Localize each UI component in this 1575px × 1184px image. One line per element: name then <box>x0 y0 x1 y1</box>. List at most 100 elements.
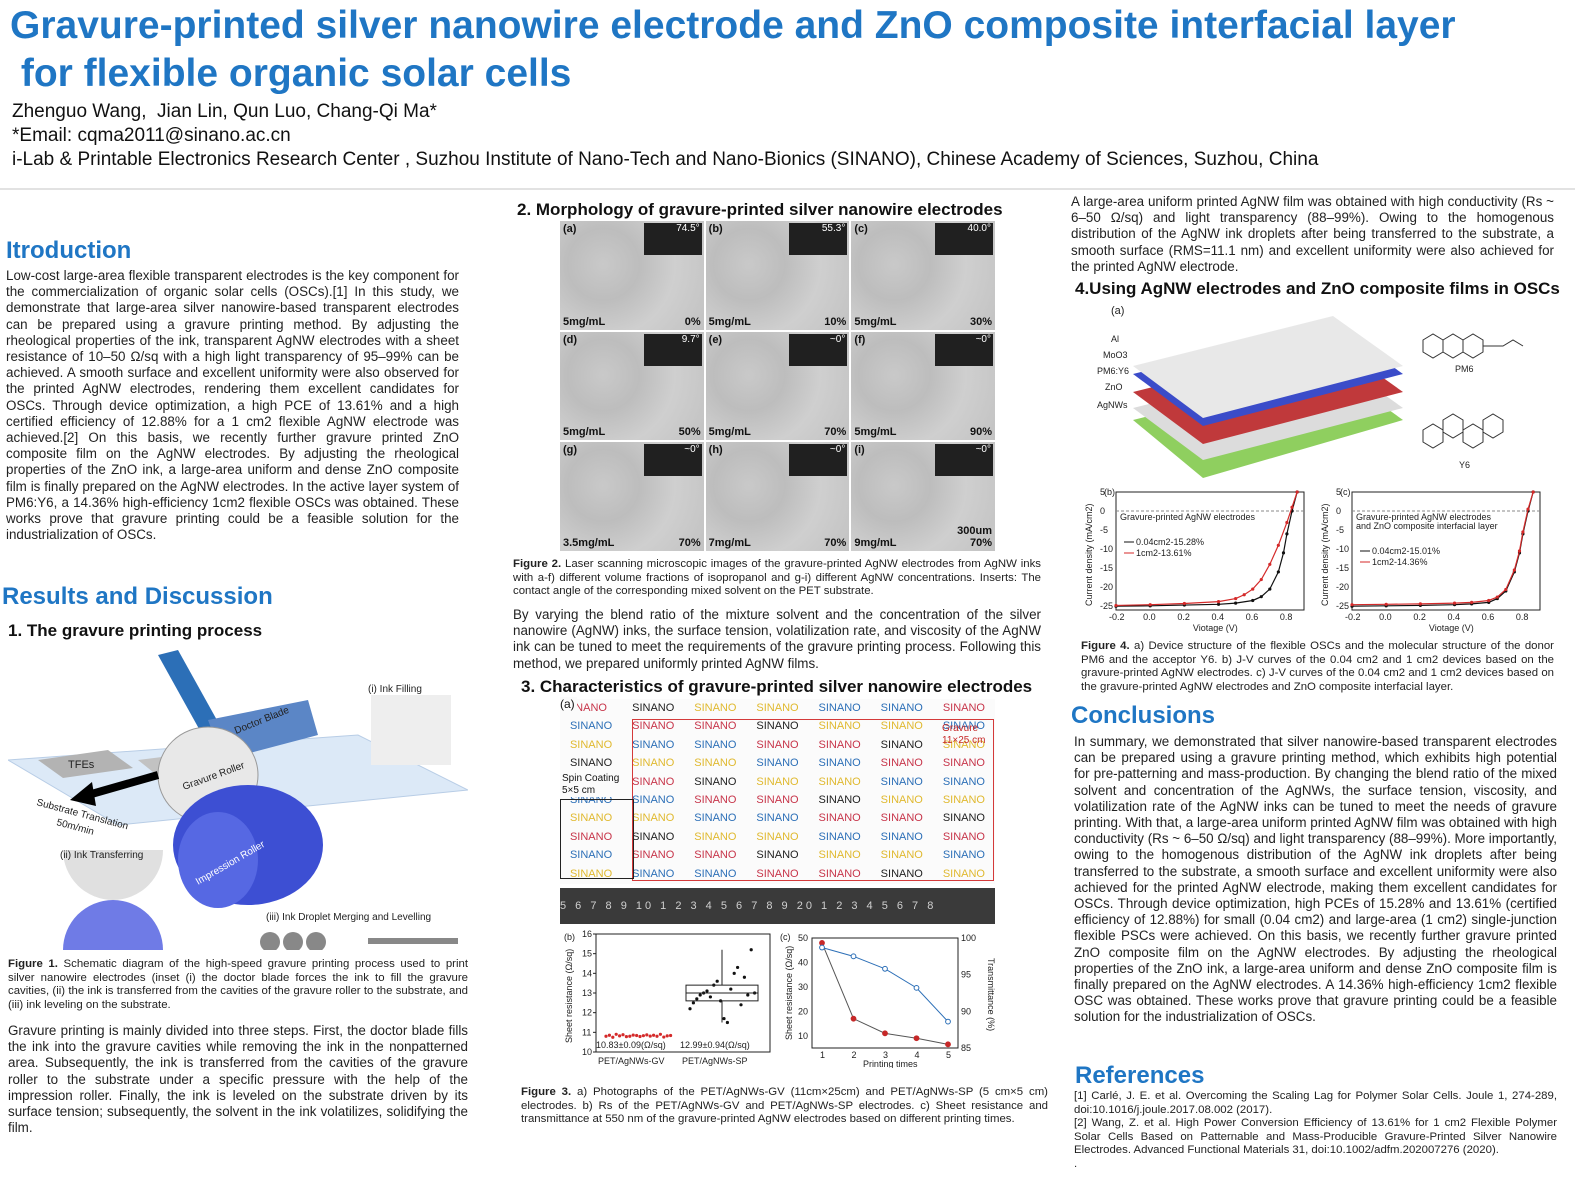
contact-angle: 40.0° <box>935 223 993 255</box>
volume-fraction: 70% <box>824 536 847 549</box>
data-point <box>695 997 699 1001</box>
layer-label: MoO3 <box>1103 350 1128 360</box>
sinano-word: SINANO <box>569 849 613 862</box>
data-point <box>648 1034 652 1038</box>
sinano-word: SINANO <box>694 738 737 751</box>
levelled-film <box>368 938 458 944</box>
data-point <box>746 993 750 997</box>
sinano-word: SINANO <box>569 812 613 825</box>
data-point <box>1295 490 1299 494</box>
data-point <box>1242 593 1246 597</box>
series-value-label: 12.99±0.94(Ω/sq) <box>680 1040 750 1050</box>
data-point <box>1418 602 1422 606</box>
translation-arrow <box>86 771 160 799</box>
tfe-pad <box>38 750 133 778</box>
y-tick-label: -5 <box>1100 525 1108 535</box>
concentration: 9mg/mL <box>854 536 897 549</box>
sec3-heading: 3. Characteristics of gravure-printed si… <box>521 677 1033 696</box>
sinano-word: NANO <box>575 702 607 714</box>
droplet <box>260 932 280 950</box>
series-line <box>821 947 949 1022</box>
sinano-word: SINANO <box>756 830 799 843</box>
series-line <box>821 942 949 1045</box>
data-point <box>1234 596 1238 601</box>
layer-label: Al <box>1111 334 1119 344</box>
legend-label: 1cm2-14.36% <box>1372 557 1428 567</box>
sinano-grid: NANO SINANO SINANO SINANO SINANO SINANO SINANO… <box>560 699 995 883</box>
sinano-word: SINANO <box>818 812 861 825</box>
author-block: Zhenguo Wang, Jian Lin, Qun Luo, Chang-Q… <box>12 100 1318 172</box>
x-tick-label: -0.2 <box>1345 612 1361 622</box>
layer-label: PM6:Y6 <box>1097 366 1129 376</box>
sinano-word: SINANO <box>880 775 923 788</box>
sinano-word: SINANO <box>632 867 675 880</box>
sinano-word: SINANO <box>756 867 799 880</box>
panel-id: (i) <box>854 444 865 457</box>
sinano-word: SINANO <box>880 794 923 807</box>
data-point <box>742 975 746 979</box>
sinano-word: SINANO <box>818 867 861 880</box>
y-tick-label: 11 <box>582 1027 591 1037</box>
volume-fraction: 70% <box>969 536 992 549</box>
chart-title: and ZnO composite interfacial layer <box>1356 521 1498 531</box>
data-point <box>1259 577 1263 582</box>
x-tick-label: 0.0 <box>1143 612 1156 622</box>
x-tick-label: 0.8 <box>1516 612 1529 622</box>
fig1-caption: Figure 1. Schematic diagram of the high-… <box>8 958 468 1012</box>
data-point <box>662 1035 666 1039</box>
fig3-caption: Figure 3. a) Photographs of the PET/AgNW… <box>521 1086 1048 1127</box>
x-tick-label: 0.0 <box>1379 612 1392 622</box>
data-point <box>1251 587 1255 591</box>
data-point <box>1182 601 1186 606</box>
micrograph-grid: (a) 74.5° 5mg/mL 0% (b) 55.3° 5mg/mL 10% (c) 40.0… <box>560 221 995 551</box>
data-point <box>739 1003 743 1007</box>
sinano-word: SINANO <box>569 794 613 807</box>
sinano-word: SINANO <box>756 794 799 807</box>
gravure-label-text: Gravure <box>942 723 979 734</box>
data-point <box>1276 570 1280 574</box>
title-line-2: for flexible organic solar cells <box>10 52 572 95</box>
impression-roller-face <box>178 812 258 908</box>
concentration: 5mg/mL <box>854 315 897 328</box>
fig1-caption-lead: Figure 1. <box>8 958 58 970</box>
sinano-word: SINANO <box>818 738 861 751</box>
panel-label: (b) <box>564 932 575 942</box>
x-tick-label: 0.6 <box>1482 612 1495 622</box>
concentration: 5mg/mL <box>708 426 751 439</box>
concentration: 5mg/mL <box>708 315 751 328</box>
y-tick-label: 12 <box>582 1008 592 1018</box>
intro-heading: Itroduction <box>6 237 132 264</box>
data-point <box>913 984 920 991</box>
volume-fraction: 70% <box>824 426 847 439</box>
sinano-word: SINANO <box>818 720 861 733</box>
y-tick-label: -25 <box>1100 601 1113 611</box>
inset-ii <box>63 850 163 900</box>
sinano-word: SINANO <box>569 757 613 770</box>
category-label: PET/AgNWs-SP <box>682 1056 748 1066</box>
sinano-word: SINANO <box>694 867 737 880</box>
label-tfes: TFEs <box>68 759 95 771</box>
data-point <box>628 1034 632 1038</box>
micrograph-panel: (b) 55.3° 5mg/mL 10% <box>705 221 850 330</box>
data-point <box>819 939 825 946</box>
data-point <box>1234 601 1238 605</box>
contact-angle: ~0° <box>643 444 702 477</box>
concentration: 5mg/mL <box>854 426 897 439</box>
sinano-word: SINANO <box>880 867 923 880</box>
x-tick-label: -0.2 <box>1109 612 1125 622</box>
data-point <box>1452 601 1457 605</box>
volume-fraction: 30% <box>969 315 992 328</box>
data-point <box>1470 600 1474 604</box>
chart-title: Gravure-printed AgNW electrodes <box>1356 512 1492 522</box>
label-ink-transferring: (ii) Ink Transferring <box>60 850 143 861</box>
fig1-caption-text: Schematic diagram of the high-speed grav… <box>8 958 468 1011</box>
pm6-label: PM6 <box>1455 364 1474 374</box>
data-point <box>669 1033 673 1038</box>
sinano-word: SINANO <box>942 720 985 733</box>
results-heading: Results and Discussion <box>2 583 273 610</box>
panel-label: (c) <box>1340 487 1351 497</box>
data-point <box>850 953 857 960</box>
sinano-word: SINANO <box>942 812 985 825</box>
sinano-word: SINANO <box>694 702 737 714</box>
sinano-word: SINANO <box>632 849 675 862</box>
